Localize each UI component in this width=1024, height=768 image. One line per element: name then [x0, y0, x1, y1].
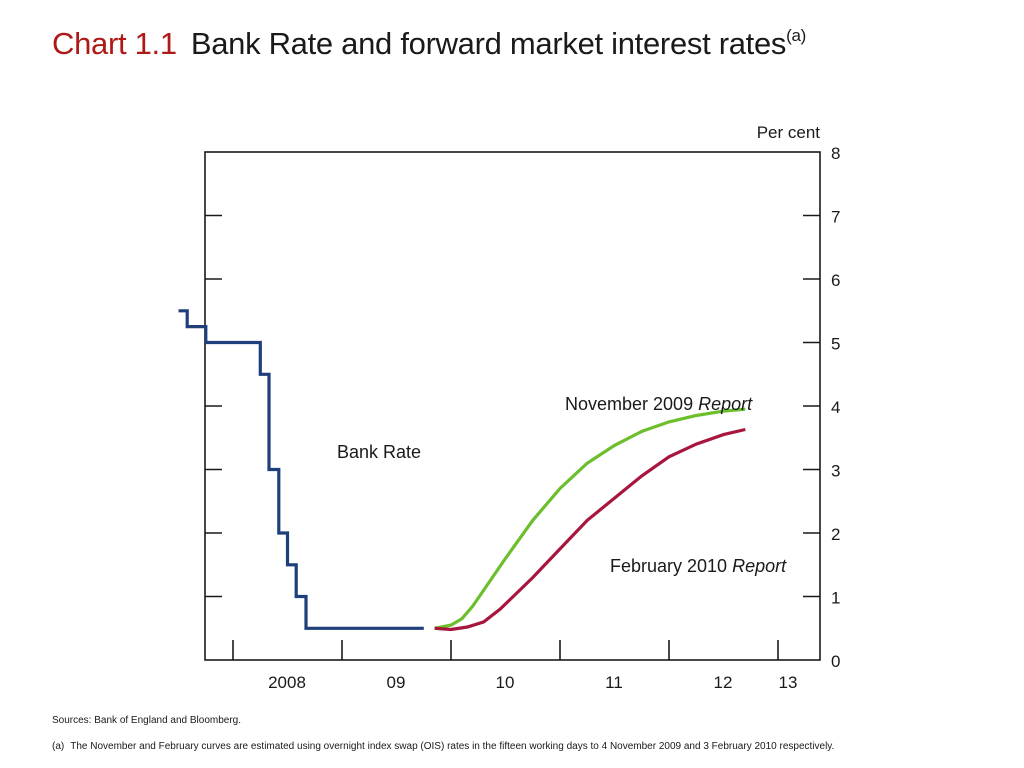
y-tick-label: 8 [831, 144, 840, 163]
series-label-feb_2010: February 2010 Report [610, 556, 787, 576]
chart-number: Chart 1.1 [52, 26, 177, 61]
x-tick-label: 2008 [268, 673, 306, 692]
chart-title: Chart 1.1 Bank Rate and forward market in… [52, 26, 806, 62]
series-line-bank_rate [178, 309, 424, 630]
y-tick-label: 0 [831, 652, 840, 671]
x-tick-label: 11 [605, 673, 623, 692]
x-tick-label: 10 [496, 673, 515, 692]
title-footnote-marker: (a) [786, 26, 807, 45]
sources-note: Sources: Bank of England and Bloomberg. [52, 715, 242, 726]
series-line-feb_2010 [434, 427, 746, 632]
footnote-text: The November and February curves are est… [70, 741, 835, 752]
y-tick-label: 5 [831, 335, 840, 354]
y-tick-label: 2 [831, 525, 840, 544]
series-label-bank_rate: Bank Rate [337, 442, 421, 462]
series-label-nov_2009: November 2009 Report [565, 394, 753, 414]
series-line-nov_2009 [434, 407, 746, 630]
y-tick-label: 1 [831, 589, 840, 608]
y-tick-label: 4 [831, 398, 840, 417]
y-axis-label: Per cent [757, 123, 821, 142]
x-tick-label: 13 [779, 673, 798, 692]
x-tick-label: 12 [714, 673, 733, 692]
x-tick-label: 09 [387, 673, 406, 692]
y-tick-label: 7 [831, 208, 840, 227]
y-tick-label: 3 [831, 462, 840, 481]
y-tick-label: 6 [831, 271, 840, 290]
chart-title-text: Bank Rate and forward market interest ra… [190, 26, 787, 61]
footnote: (a) The November and February curves are … [52, 741, 834, 752]
footnote-label: (a) [52, 741, 65, 752]
